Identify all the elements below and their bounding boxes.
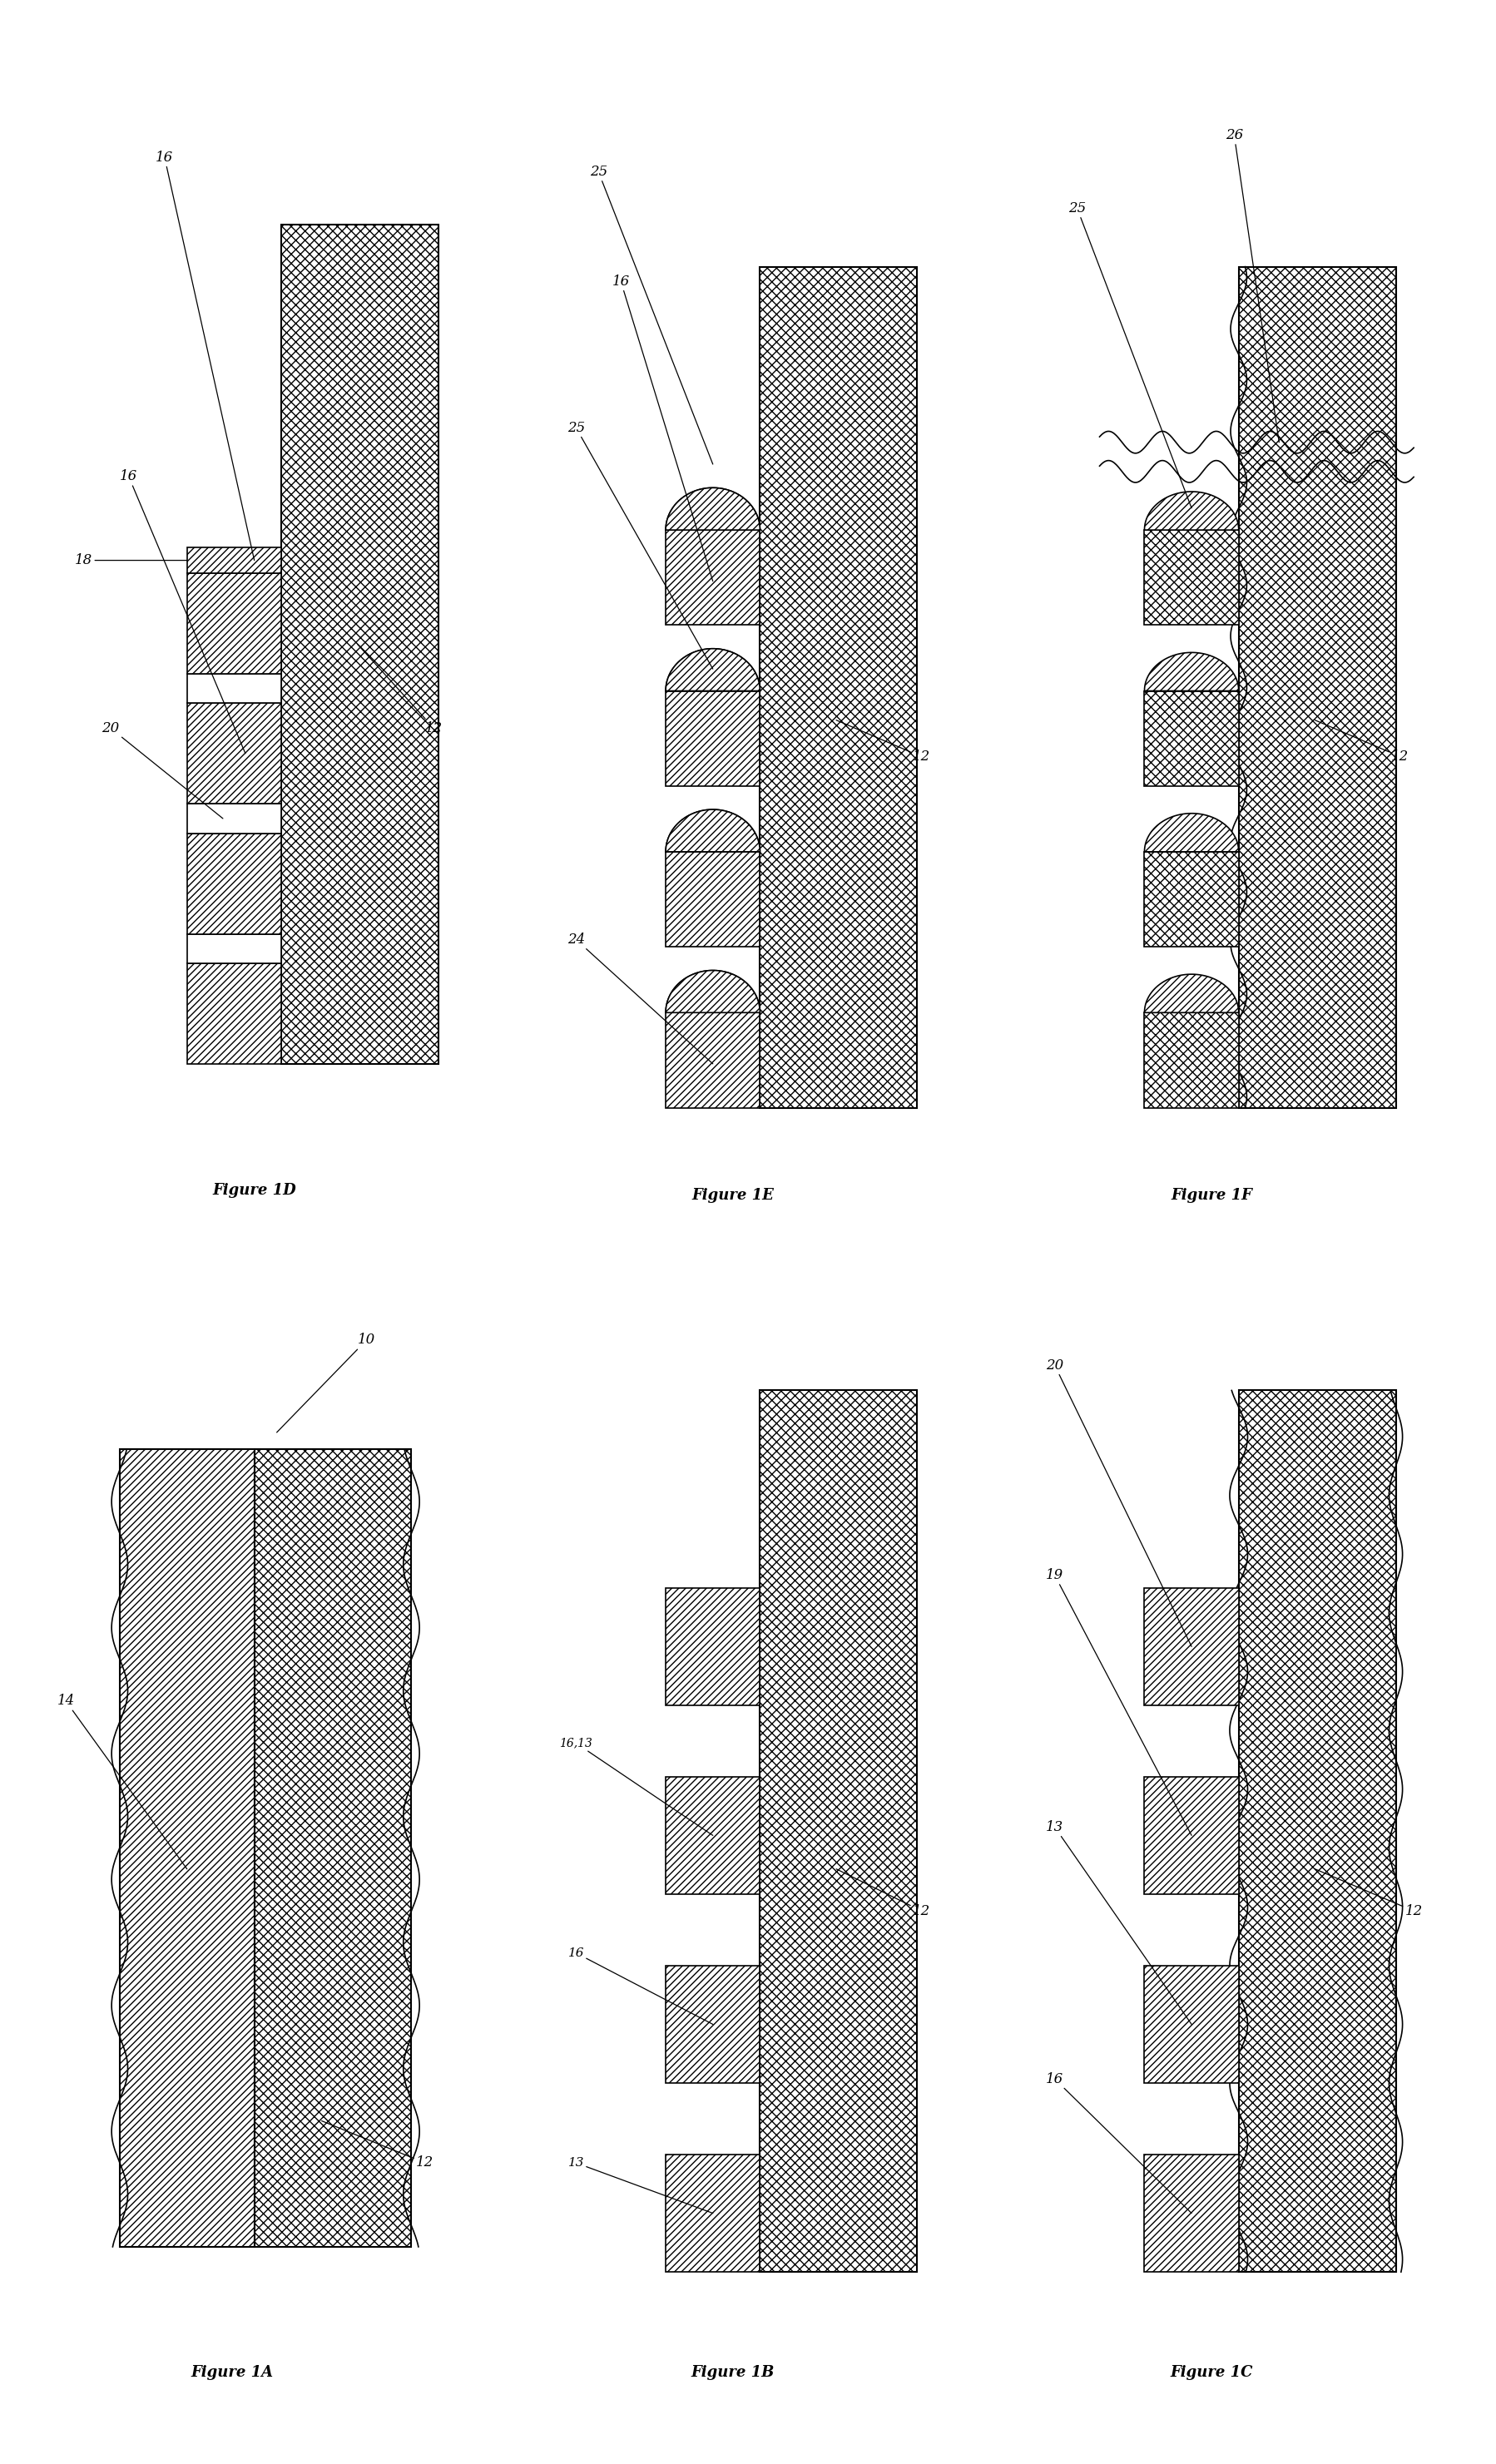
Text: 16: 16 <box>612 274 714 582</box>
Bar <box>666 530 760 626</box>
Polygon shape <box>1144 493 1239 530</box>
Polygon shape <box>1144 813 1239 853</box>
Bar <box>187 833 281 934</box>
Text: 26: 26 <box>1225 128 1279 441</box>
Bar <box>666 690 760 786</box>
Text: 25: 25 <box>567 421 714 668</box>
Bar <box>1144 2154 1239 2272</box>
Text: Figure 1F: Figure 1F <box>1171 1188 1252 1202</box>
Polygon shape <box>1144 653 1239 690</box>
Bar <box>1144 1966 1239 2082</box>
Text: 24: 24 <box>567 931 714 1064</box>
Bar <box>760 1390 917 2272</box>
Bar <box>254 1449 411 2247</box>
Text: 10: 10 <box>277 1333 375 1432</box>
Bar <box>666 2154 760 2272</box>
Bar <box>187 547 281 574</box>
Polygon shape <box>666 488 760 530</box>
Bar <box>666 853 760 946</box>
Bar <box>1144 1587 1239 1705</box>
Text: 12: 12 <box>836 1870 931 1917</box>
Text: 16: 16 <box>568 1947 714 2025</box>
Text: 16: 16 <box>1046 2072 1191 2213</box>
Text: 12: 12 <box>358 643 443 734</box>
Text: 16,13: 16,13 <box>560 1737 714 1836</box>
Text: Figure 1E: Figure 1E <box>693 1188 773 1202</box>
Text: 20: 20 <box>1046 1358 1191 1646</box>
Bar <box>666 1966 760 2082</box>
Text: 13: 13 <box>568 2156 714 2213</box>
Bar <box>187 963 281 1064</box>
Bar <box>187 702 281 803</box>
Polygon shape <box>666 971 760 1013</box>
Text: Figure 1C: Figure 1C <box>1170 2365 1254 2380</box>
Text: 18: 18 <box>75 554 187 567</box>
Text: Figure 1A: Figure 1A <box>190 2365 274 2380</box>
Text: 12: 12 <box>1315 719 1409 764</box>
Text: 25: 25 <box>1068 202 1191 508</box>
Bar <box>666 1013 760 1109</box>
Bar <box>281 224 438 1064</box>
Bar <box>1144 853 1239 946</box>
Bar <box>666 1587 760 1705</box>
Polygon shape <box>666 648 760 690</box>
Text: 12: 12 <box>1315 1870 1423 1917</box>
Text: 12: 12 <box>836 719 931 764</box>
Polygon shape <box>1144 973 1239 1013</box>
Bar <box>187 934 281 963</box>
Bar <box>1144 690 1239 786</box>
Text: 12: 12 <box>322 2122 434 2171</box>
Bar <box>1144 530 1239 626</box>
Text: 16: 16 <box>120 468 245 754</box>
Text: 13: 13 <box>1046 1821 1191 2025</box>
Text: 25: 25 <box>589 165 714 463</box>
Bar <box>1144 1777 1239 1895</box>
Bar <box>760 266 917 1109</box>
Text: 14: 14 <box>57 1695 187 1870</box>
Bar <box>1239 1390 1396 2272</box>
Bar <box>666 1777 760 1895</box>
Text: 16: 16 <box>156 150 254 559</box>
Text: 19: 19 <box>1046 1567 1191 1836</box>
Text: Figure 1D: Figure 1D <box>212 1183 296 1198</box>
Text: Figure 1B: Figure 1B <box>691 2365 775 2380</box>
Bar <box>187 673 281 702</box>
Bar <box>120 1449 254 2247</box>
Text: 20: 20 <box>102 722 223 818</box>
Bar <box>187 574 281 673</box>
Polygon shape <box>666 811 760 853</box>
Bar <box>187 803 281 833</box>
Bar <box>1239 266 1396 1109</box>
Bar <box>1144 1013 1239 1109</box>
